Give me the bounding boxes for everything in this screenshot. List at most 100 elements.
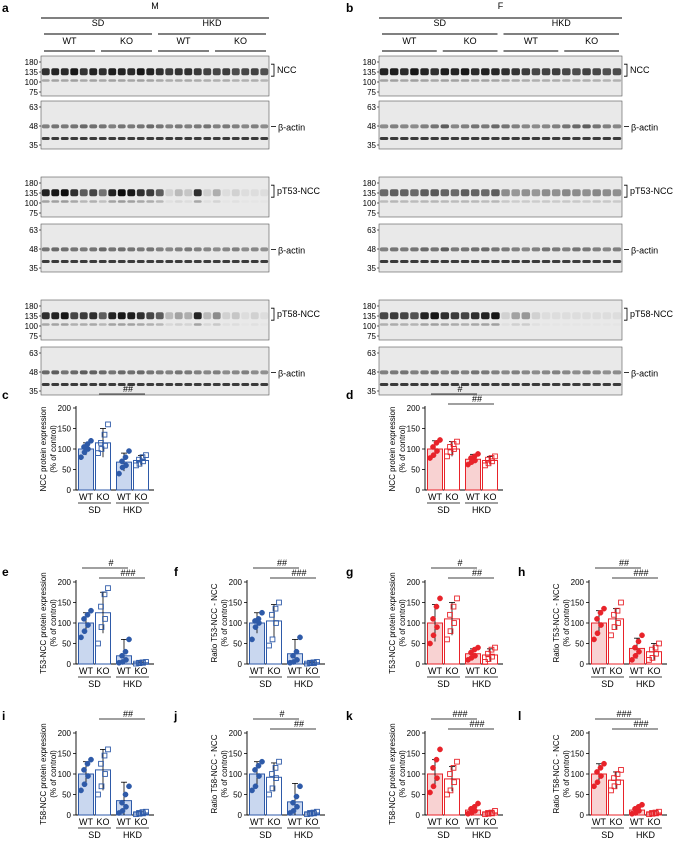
- blot-band: [250, 312, 259, 320]
- y-tick-label: 50: [62, 466, 71, 475]
- blot-band: [379, 312, 389, 320]
- blot-band: [430, 68, 439, 76]
- blot-band: [108, 189, 117, 197]
- blot-band-secondary: [250, 259, 259, 263]
- blot-band-secondary: [98, 136, 107, 140]
- blot-band: [389, 247, 399, 252]
- blot-band-secondary: [70, 79, 79, 82]
- blot-band-secondary: [136, 79, 145, 82]
- blot-band-secondary: [89, 79, 98, 82]
- x-group-label: HKD: [294, 830, 314, 840]
- blot-band-secondary: [572, 259, 581, 263]
- x-category-label: WT: [79, 817, 93, 827]
- blot-band-secondary: [592, 382, 601, 386]
- data-point: [290, 652, 296, 659]
- blot-band-secondary: [155, 382, 164, 386]
- data-point: [136, 659, 142, 666]
- blot-band-secondary: [193, 200, 202, 203]
- blot-band-secondary: [562, 323, 571, 326]
- mw-marker-label: 135: [25, 189, 39, 198]
- blot-band: [491, 247, 500, 252]
- blot-band-secondary: [98, 79, 107, 82]
- blot-band: [420, 247, 429, 252]
- data-point: [444, 791, 450, 798]
- blot-band: [89, 124, 98, 129]
- x-group-label: HKD: [123, 505, 143, 515]
- blot-band: [420, 312, 429, 320]
- mw-marker-label: 100: [25, 78, 39, 87]
- blot-band-secondary: [203, 136, 212, 140]
- blot-band: [521, 68, 531, 76]
- data-point: [307, 659, 313, 666]
- x-group-label: SD: [259, 679, 272, 689]
- data-point: [444, 636, 450, 643]
- blot-band-secondary: [250, 79, 259, 82]
- blot-band-secondary: [51, 323, 60, 326]
- blot-band-secondary: [562, 79, 571, 82]
- blot-band-secondary: [136, 136, 145, 140]
- blot-band: [400, 189, 409, 197]
- blot-band-secondary: [582, 323, 591, 326]
- blot-band: [60, 68, 69, 76]
- significance-label: ###: [120, 568, 135, 578]
- blot-band-secondary: [450, 136, 460, 140]
- blot-band: [41, 247, 50, 252]
- blot-band-secondary: [481, 259, 490, 263]
- data-point: [139, 659, 146, 666]
- blot-band-secondary: [460, 259, 470, 263]
- x-category-label: KO: [96, 666, 109, 676]
- data-point: [475, 800, 481, 807]
- blot-band: [51, 312, 60, 320]
- blot-band: [572, 124, 581, 129]
- blot-band: [541, 247, 551, 252]
- blot-band-secondary: [174, 200, 183, 203]
- mw-marker-label: 35: [29, 387, 38, 396]
- y-tick-label: 100: [407, 770, 421, 779]
- data-point: [81, 781, 88, 788]
- blot-band-secondary: [203, 200, 211, 203]
- y-axis-label-line: (% of control): [398, 750, 407, 798]
- blot-band: [592, 247, 601, 252]
- data-point: [652, 644, 659, 651]
- blot-band-secondary: [521, 79, 531, 82]
- blot-band-secondary: [212, 200, 221, 203]
- blot-band: [602, 370, 612, 375]
- panel-label-c: c: [2, 388, 9, 402]
- blot-band: [379, 124, 389, 129]
- data-point: [98, 624, 105, 630]
- blot-band-secondary: [250, 136, 259, 140]
- target-bracket: [271, 63, 275, 77]
- blot-band-secondary: [572, 323, 581, 326]
- data-point: [454, 438, 460, 445]
- membrane-background: [40, 346, 270, 396]
- blot-band: [51, 247, 60, 252]
- blot-band: [241, 370, 250, 375]
- blot-band-secondary: [521, 200, 531, 203]
- y-axis-label-line: Ratio T53-NCC - NCC: [552, 583, 561, 662]
- blot-band-secondary: [184, 323, 193, 326]
- data-point: [485, 650, 491, 657]
- blot-band-secondary: [222, 79, 231, 82]
- sex-label: F: [498, 1, 504, 11]
- data-point: [471, 803, 478, 810]
- y-tick-label: 0: [238, 660, 243, 669]
- data-point: [488, 809, 495, 816]
- blot-band-secondary: [612, 382, 622, 386]
- blot-band-secondary: [89, 323, 98, 326]
- data-point: [269, 636, 276, 643]
- blot-band-secondary: [117, 323, 126, 326]
- blot-band: [146, 189, 155, 197]
- y-tick-label: 200: [229, 578, 243, 587]
- blot-band: [203, 68, 212, 76]
- data-point: [136, 810, 143, 817]
- data-point: [85, 773, 91, 779]
- blot-band: [98, 312, 107, 320]
- blot-band-secondary: [592, 323, 601, 326]
- membrane-background: [378, 299, 623, 341]
- y-axis-label: NCC protein expression(% of control): [388, 407, 407, 492]
- mw-marker-label: 35: [367, 387, 376, 396]
- data-point: [123, 462, 129, 469]
- data-point: [98, 440, 104, 446]
